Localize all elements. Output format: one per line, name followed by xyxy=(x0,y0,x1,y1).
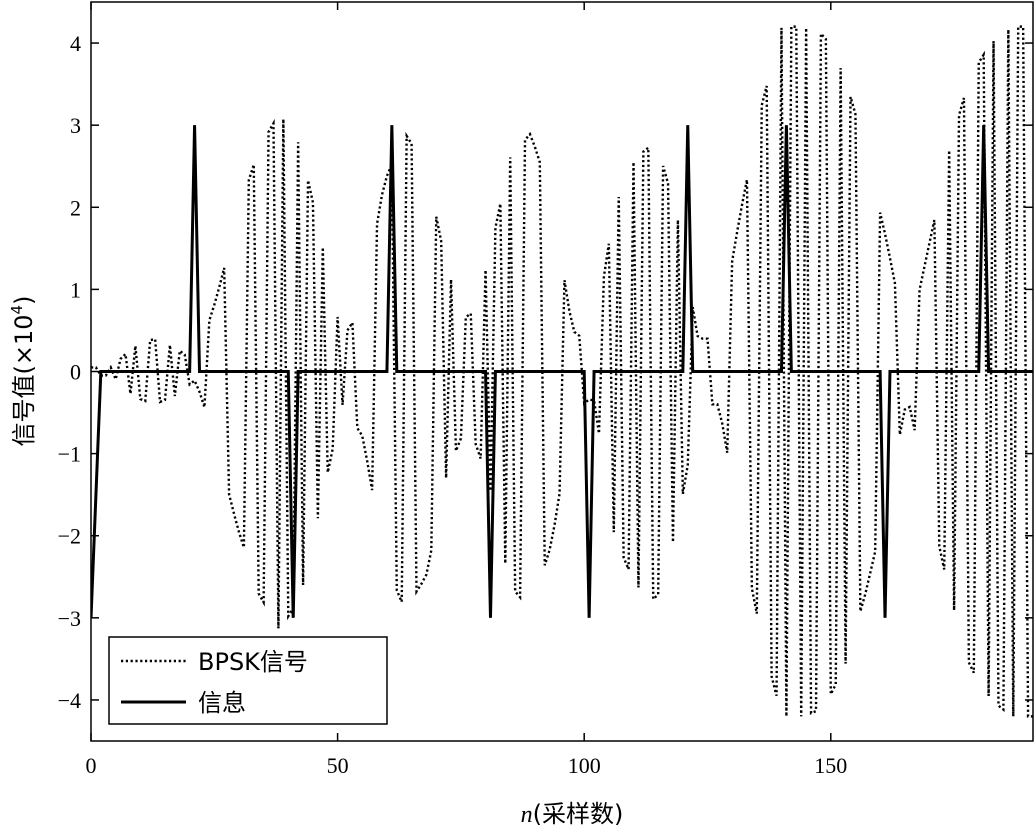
y-axis-title: 信号值(×104) xyxy=(8,296,38,447)
x-axis-title: n(采样数) xyxy=(521,800,624,828)
y-tick-label: 4 xyxy=(70,31,81,56)
x-tick-label: 100 xyxy=(568,753,601,778)
legend-bpsk-label: BPSK信号 xyxy=(198,648,308,676)
x-tick-label: 50 xyxy=(327,753,349,778)
y-tick-label: −1 xyxy=(58,442,81,467)
y-tick-label: 0 xyxy=(70,360,81,385)
y-tick-label: 1 xyxy=(70,277,81,302)
legend-box xyxy=(108,636,388,725)
y-tick-label: −4 xyxy=(58,688,81,713)
y-axis-title-exponent: 4 xyxy=(8,305,26,315)
x-tick-label: 150 xyxy=(814,753,847,778)
x-axis-title-rest: (采样数) xyxy=(533,800,624,828)
bpsk-signal-line xyxy=(91,25,1033,718)
y-tick-label: 2 xyxy=(70,195,81,220)
y-tick-label: −3 xyxy=(58,606,81,631)
axis-tick-labels: 0 50 100 150 −4 −3 −2 −1 0 1 2 3 4 xyxy=(58,31,848,778)
x-tick-label: 0 xyxy=(86,753,97,778)
x-axis-title-variable: n xyxy=(521,802,533,828)
y-tick-label: −2 xyxy=(58,524,81,549)
legend: BPSK信号 信息 xyxy=(108,636,388,725)
y-axis-title-close: ) xyxy=(10,296,38,305)
y-axis-title-main: 信号值(×10 xyxy=(10,314,38,446)
axis-ticks xyxy=(90,2,1033,741)
legend-info-label: 信息 xyxy=(198,689,246,717)
y-tick-label: 3 xyxy=(70,113,81,138)
information-line xyxy=(91,125,1033,618)
